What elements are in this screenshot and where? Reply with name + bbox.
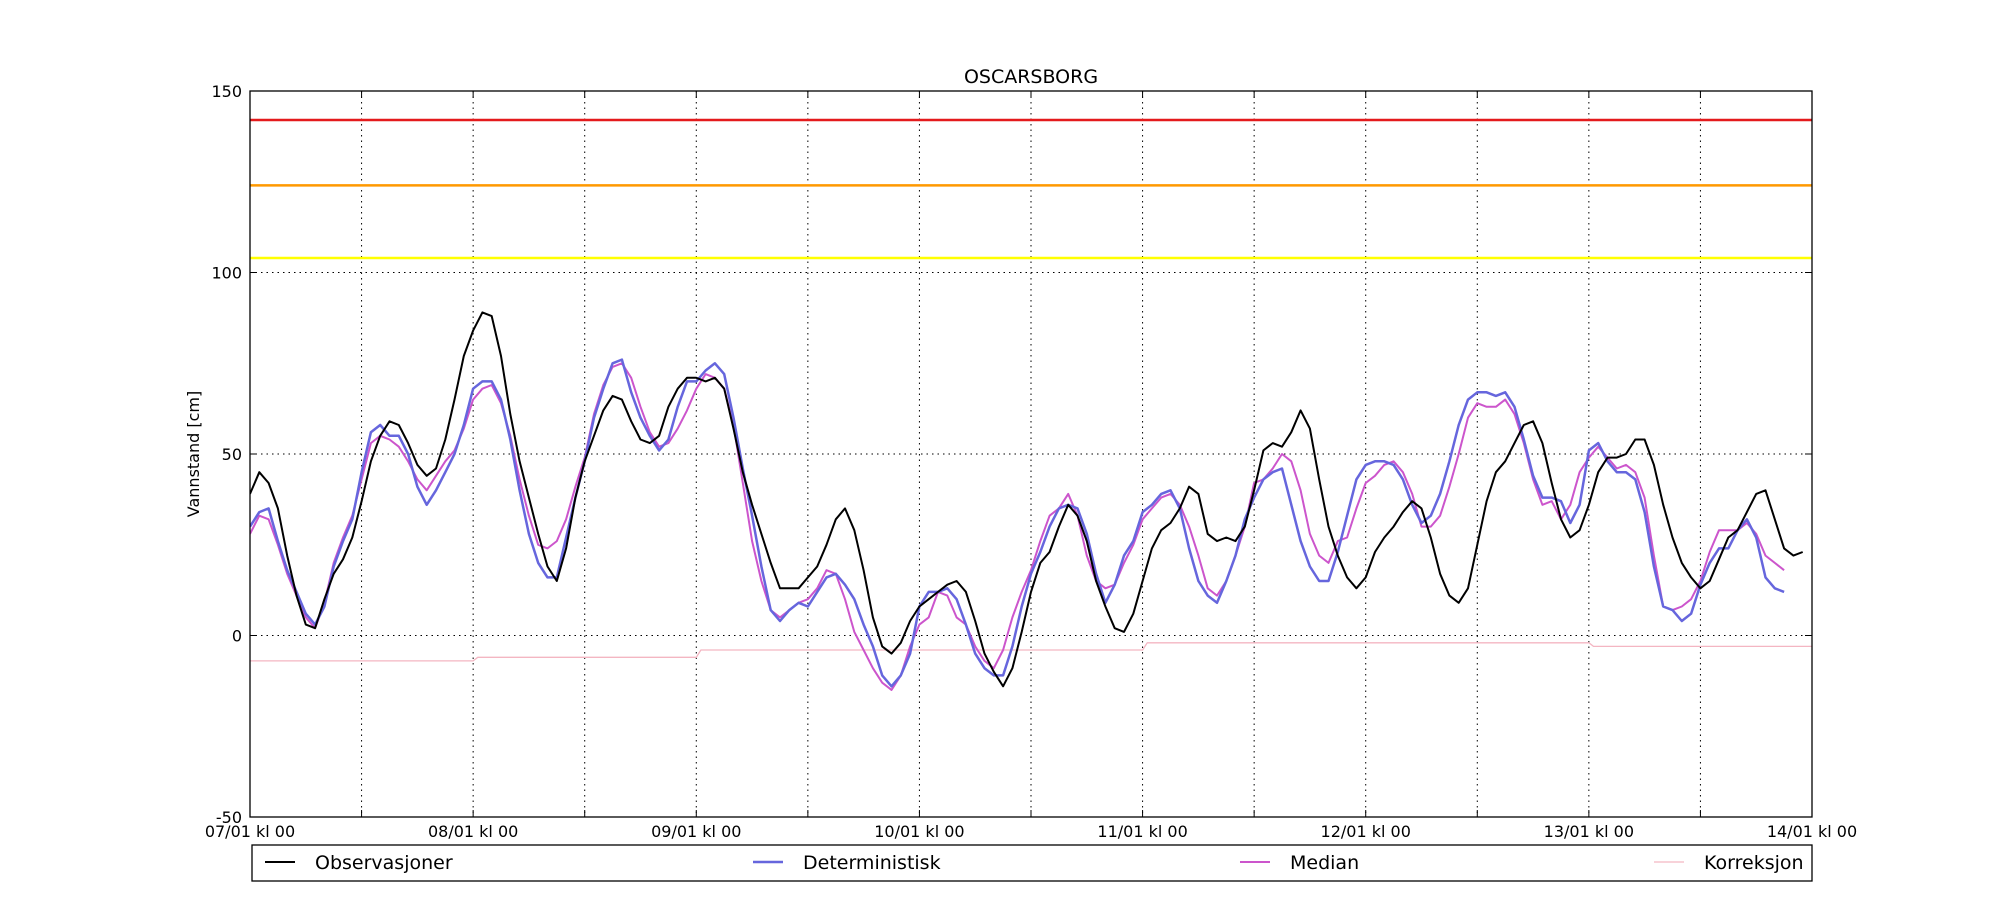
series-line-observasjoner [250, 311, 1804, 688]
y-tick-label: -50 [216, 808, 242, 827]
y-axis-label: Vannstand [cm] [184, 391, 203, 517]
legend-label-observasjoner: Observasjoner [315, 852, 453, 874]
y-tick-label: 0 [232, 627, 242, 646]
x-tick-label: 11/01 kl 00 [1097, 822, 1187, 841]
legend-label-median: Median [1290, 852, 1359, 874]
threshold-lines [250, 118, 1812, 260]
x-tick-label: 13/01 kl 00 [1544, 822, 1634, 841]
series-line-korreksjon [250, 642, 1812, 662]
legend: Observasjoner Deterministisk Median Korreks… [265, 852, 1804, 874]
legend-box [251, 844, 1813, 882]
y-tick-label: 100 [211, 264, 242, 283]
x-tick-label: 07/01 kl 00 [205, 822, 295, 841]
legend-label-deterministisk: Deterministisk [803, 852, 941, 874]
x-tick-label: 14/01 kl 00 [1767, 822, 1857, 841]
x-tick-label: 09/01 kl 00 [651, 822, 741, 841]
x-tick-label: 10/01 kl 00 [874, 822, 964, 841]
y-tick-label: 150 [211, 82, 242, 101]
series-line-deterministisk [250, 358, 1785, 688]
x-tick-label: 08/01 kl 00 [428, 822, 518, 841]
axis-ticks: 07/01 kl 00 08/01 kl 00 09/01 kl 00 10/01 k… [205, 82, 1857, 841]
y-tick-label: 50 [222, 445, 242, 464]
series-lines [250, 311, 1812, 691]
grid-lines [250, 91, 1812, 817]
legend-label-korreksjon: Korreksjon [1704, 852, 1804, 874]
x-tick-label: 12/01 kl 00 [1321, 822, 1411, 841]
chart-title: OSCARSBORG [964, 66, 1098, 88]
